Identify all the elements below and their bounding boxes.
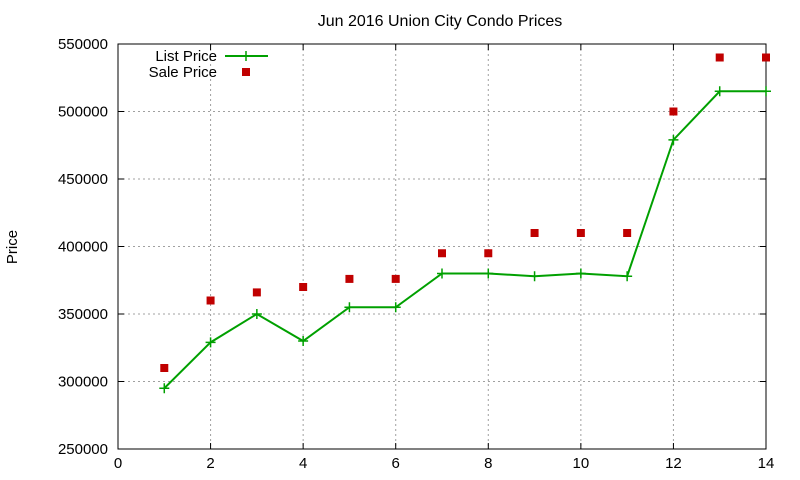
list-price-point [251,309,262,319]
sale-price-point [484,249,493,258]
list-price-point [205,337,216,348]
sale-price-point [345,274,354,283]
legend-square-swatch [242,68,250,76]
sale-price-point [762,53,770,62]
sale-price-point [299,283,308,291]
list-price-point [437,268,447,279]
list-price-line [163,90,766,389]
sale-price-point [252,288,261,297]
series-0 [159,86,771,394]
legend-label: List Price [155,48,217,65]
list-price-point [668,134,679,145]
y-tick-label: 300000 [58,374,108,391]
sale-price-point [623,229,632,237]
list-price-point [529,271,540,282]
list-price-point [714,86,725,97]
x-tick-label: 12 [665,455,682,472]
y-tick-label: 350000 [58,306,108,323]
y-tick-label: 450000 [58,171,108,188]
sale-price-point [669,107,678,116]
x-tick-label: 0 [114,455,122,472]
chart-title: Jun 2016 Union City Condo Prices [318,13,563,30]
list-price-point [483,268,494,279]
x-tick-label: 10 [573,455,590,472]
list-price-point [622,271,633,282]
y-axis-ticks: 250000 300000 350000 400000 450000 500000 5500… [58,36,766,458]
y-axis-label: Price [4,230,21,264]
x-tick-label: 4 [299,455,307,472]
list-price-point [344,302,355,313]
x-tick-label: 6 [392,455,400,472]
series-layer [159,53,771,394]
list-price-point [761,86,771,97]
x-tick-label: 2 [206,455,214,472]
y-tick-label: 500000 [58,104,108,121]
sale-price-point [530,229,539,237]
sale-price-point [576,229,585,237]
x-tick-label: 14 [758,455,775,472]
list-price-point [159,383,170,394]
y-tick-label: 400000 [58,239,108,256]
sale-price-point [206,296,215,305]
sale-price-point [160,364,169,372]
x-axis-ticks: 0 2 4 6 8 10 12 14 [114,44,775,472]
x-tick-label: 8 [484,455,492,472]
legend-plus-swatch [241,51,251,61]
list-price-point [298,336,309,346]
sale-price-point [715,53,724,62]
list-price-point [575,268,586,279]
series-1 [160,53,770,372]
plot-frame [117,43,767,450]
sale-price-point [438,249,446,258]
list-price-point [390,302,401,313]
sale-price-point [391,274,400,283]
legend-label: Sale Price [149,64,217,81]
grid-lines [118,44,766,449]
y-tick-label: 550000 [58,36,108,53]
y-tick-label: 250000 [58,441,108,458]
